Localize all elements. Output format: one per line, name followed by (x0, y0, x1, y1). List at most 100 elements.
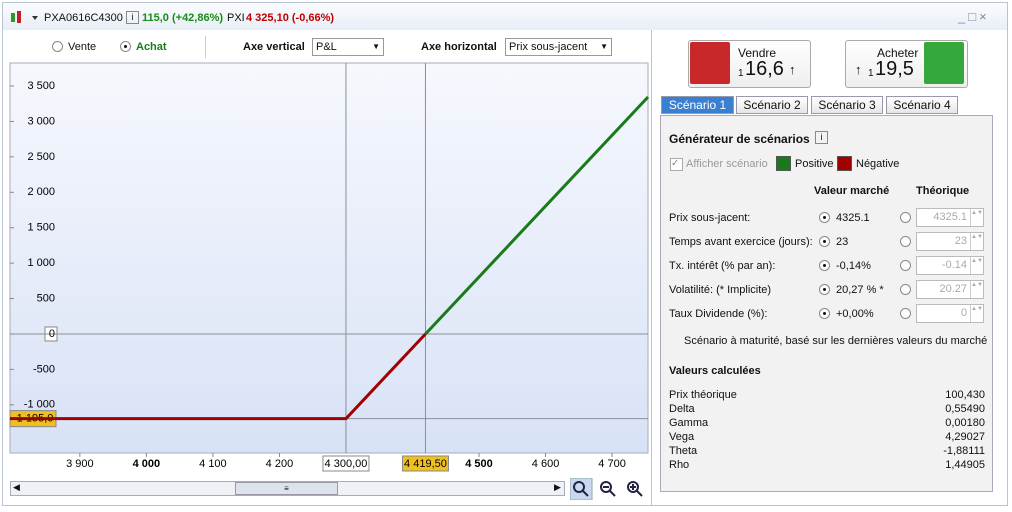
market-value: 20,27 % * (836, 284, 884, 296)
x-tick-label: 4 700 (598, 458, 626, 470)
y-tick-label: 2 000 (27, 186, 55, 198)
legend-label: Négative (856, 158, 900, 170)
info-icon[interactable]: i (815, 131, 828, 144)
calc-name: Delta (669, 403, 695, 415)
calc-name: Theta (669, 445, 698, 457)
scroll-right[interactable]: ▶ (554, 482, 561, 492)
x-tick-label: 4 200 (266, 458, 294, 470)
tab[interactable]: Scénario 4 (886, 96, 958, 114)
spinner[interactable]: ▲▼ (970, 257, 983, 274)
spinner[interactable]: ▲▼ (970, 233, 983, 250)
buy-label: Acheter (877, 46, 919, 60)
plot-area (9, 62, 649, 454)
spinner[interactable]: ▲▼ (970, 305, 983, 322)
tab[interactable]: Scénario 1 (661, 96, 734, 114)
vertical-axis-label: Axe vertical (243, 41, 305, 53)
zoom-tools[interactable] (570, 478, 648, 500)
y-tick-label: 3 500 (27, 80, 55, 92)
window-controls[interactable]: _□× (958, 9, 990, 24)
info-icon[interactable]: i (126, 11, 139, 24)
row-label: Taux Dividende (%): (669, 308, 768, 320)
right-panel-divider (651, 30, 652, 506)
y-tick-label: 1 000 (27, 257, 55, 269)
header-bar (3, 3, 1007, 30)
sell-label: Vendre (738, 46, 777, 60)
radio-market[interactable] (819, 236, 830, 247)
calc-name: Gamma (669, 417, 709, 429)
option-price: 115,0 (+42,86%) (142, 12, 224, 24)
show-checkbox[interactable]: ✓ (670, 158, 683, 171)
market-header: Valeur marché (814, 185, 890, 197)
buy-icon (924, 42, 964, 84)
symbol: PXA0616C4300 (44, 12, 123, 24)
theoretical-header: Théorique (916, 185, 970, 197)
crosshair-x-box (401, 455, 449, 472)
vertical-axis-select[interactable]: P&L (312, 38, 384, 56)
calc-value: 1,44905 (945, 459, 985, 471)
horizontal-axis-label: Axe horizontal (421, 41, 497, 53)
radio-buy[interactable] (120, 41, 131, 52)
y-tick-label: -1 000 (24, 399, 55, 411)
tab[interactable]: Scénario 2 (736, 96, 808, 114)
show-label[interactable]: Afficher scénario (686, 158, 768, 170)
theoretical-input[interactable]: 4325.1 (916, 208, 984, 227)
radio-market[interactable] (819, 260, 830, 271)
radio-market[interactable] (819, 212, 830, 223)
theoretical-input[interactable]: -0.14 (916, 256, 984, 275)
theoretical-input[interactable]: 0 (916, 304, 984, 323)
sell-icon (690, 42, 730, 84)
scroll-left[interactable]: ◀ (13, 482, 20, 492)
calc-value: 100,430 (945, 389, 985, 401)
radio-market[interactable] (819, 308, 830, 319)
row-label: Tx. intérêt (% par an): (669, 260, 776, 272)
sell-option[interactable]: Vente (68, 41, 97, 53)
underlying-price: 4 325,10 (-0,66%) (246, 12, 335, 24)
y-tick-label: -500 (33, 363, 55, 375)
y-tick-label: 500 (37, 292, 55, 304)
tab[interactable]: Scénario 3 (811, 96, 883, 114)
radio-market[interactable] (819, 284, 830, 295)
radio-theoretical[interactable] (900, 284, 911, 295)
calc-value: 0,55490 (945, 403, 985, 415)
spinner[interactable]: ▲▼ (970, 209, 983, 226)
x-tick-label: 4 100 (199, 458, 227, 470)
payoff-line (424, 95, 650, 336)
theoretical-input[interactable]: 20.27 (916, 280, 984, 299)
underlying: PXI (227, 12, 245, 24)
sell-qty: 1 (738, 68, 744, 79)
calc-name: Vega (669, 431, 695, 443)
scenario-title: Générateur de scénarios (669, 132, 810, 146)
y-tick-label: 0 (49, 328, 55, 340)
calc-value: -1,88111 (943, 445, 985, 457)
radio-theoretical[interactable] (900, 260, 911, 271)
radio-theoretical[interactable] (900, 212, 911, 223)
row-label: Prix sous-jacent: (669, 212, 751, 224)
crosshair-x-label: 4 300,00 (325, 458, 368, 470)
calculated-title: Valeurs calculées (669, 365, 761, 377)
sell-price: 16,6 (745, 58, 784, 80)
row-label: Volatilité: (* Implicite) (669, 284, 772, 296)
legend-label: Positive (795, 158, 834, 170)
market-value: 23 (836, 236, 849, 248)
x-tick-label: 4 500 (465, 458, 493, 470)
theoretical-input[interactable]: 23 (916, 232, 984, 251)
horizontal-axis-select[interactable]: Prix sous-jacent (505, 38, 612, 56)
payoff-line (10, 332, 427, 421)
scroll-thumb[interactable]: ≡ (235, 482, 338, 495)
y-tick-label: 2 500 (27, 151, 55, 163)
chart-icon[interactable] (10, 10, 40, 26)
spinner[interactable]: ▲▼ (970, 281, 983, 298)
crosshair-x-box (322, 455, 370, 472)
radio-theoretical[interactable] (900, 308, 911, 319)
radio-theoretical[interactable] (900, 236, 911, 247)
market-value: -0,14% (836, 260, 871, 272)
buy-option[interactable]: Achat (136, 41, 167, 53)
buy-arrow: ↑ (855, 62, 862, 77)
radio-sell[interactable] (52, 41, 63, 52)
legend-swatch (837, 156, 852, 171)
legend-swatch (776, 156, 791, 171)
calc-name: Prix théorique (669, 389, 737, 401)
calc-value: 0,00180 (945, 417, 985, 429)
separator (205, 36, 206, 58)
